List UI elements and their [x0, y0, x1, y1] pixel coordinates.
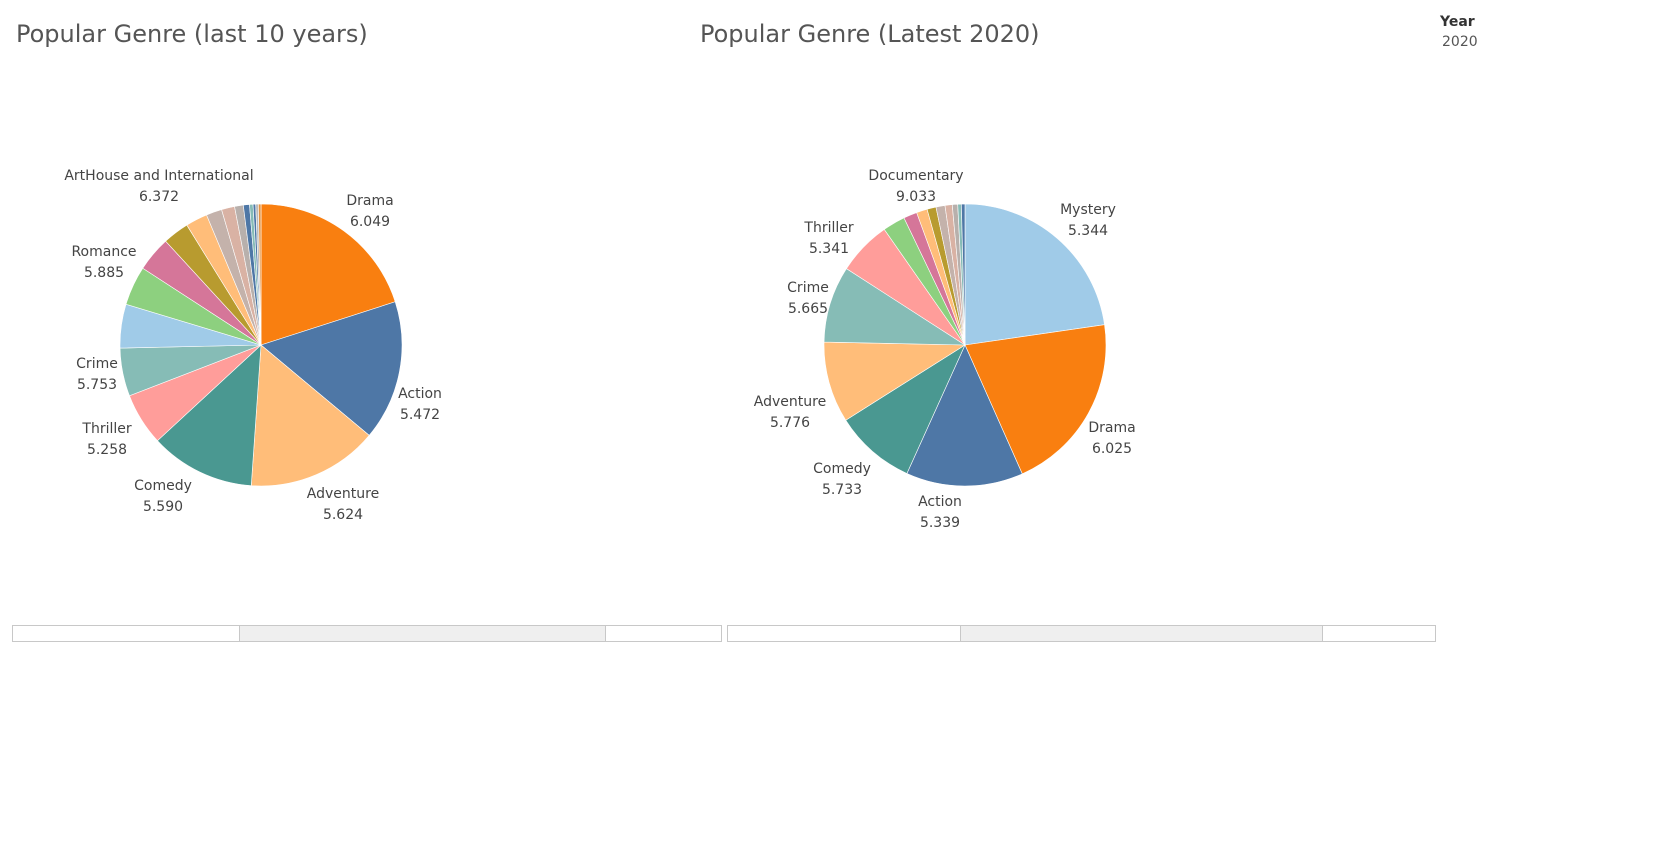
right-slice-value-3: 5.733 [822, 482, 862, 498]
left-slice-label-18: ArtHouse and International [64, 168, 253, 184]
right-slice-value-15: 9.033 [896, 189, 936, 205]
left-slice-label-1: Action [398, 386, 442, 402]
scrollbar-thumb-right[interactable] [960, 626, 1323, 641]
right-slice-label-3: Comedy [813, 461, 871, 477]
left-slice-label-3: Comedy [134, 478, 192, 494]
right-pie-slice-4[interactable] [823, 341, 967, 421]
right-slice-label-6: Thriller [803, 220, 853, 236]
right-slice-label-0: Mystery [1060, 202, 1116, 218]
right-pie-slice-2[interactable] [906, 344, 1023, 487]
scrollbar-thumb-left[interactable] [239, 626, 606, 641]
left-slice-label-5: Crime [76, 356, 118, 372]
chart-title-right: Popular Genre (Latest 2020) [700, 20, 1040, 48]
year-filter-value[interactable]: 2020 [1442, 34, 1478, 50]
year-filter[interactable]: Year 2020 [1440, 14, 1478, 50]
right-slice-label-5: Crime [787, 280, 829, 296]
left-slice-value-5: 5.753 [77, 377, 117, 393]
right-pie-slice-3[interactable] [845, 344, 966, 474]
right-slice-label-15: Documentary [868, 168, 963, 184]
pie-chart-last-10-years: Drama 6.049 Action 5.472 Adventure 5.624 Comed… [64, 168, 442, 523]
right-pie-slice-0[interactable] [964, 203, 1105, 346]
left-slice-value-4: 5.258 [87, 442, 127, 458]
left-slice-label-2: Adventure [307, 486, 379, 502]
right-slice-value-2: 5.339 [920, 515, 960, 531]
year-filter-label: Year [1440, 14, 1475, 30]
right-pie-slice-1[interactable] [964, 324, 1107, 475]
left-slice-label-8: Romance [71, 244, 136, 260]
right-slice-value-1: 6.025 [1092, 441, 1132, 457]
left-pie-slice-18[interactable] [258, 203, 262, 346]
right-slice-value-6: 5.341 [809, 241, 849, 257]
left-slice-value-3: 5.590 [143, 499, 183, 515]
scrollbar-left[interactable] [12, 625, 722, 642]
right-slice-label-2: Action [918, 494, 962, 510]
left-pie-slice-0[interactable] [260, 203, 396, 346]
left-pie-slice-1[interactable] [260, 301, 403, 436]
chart-title-left: Popular Genre (last 10 years) [16, 20, 368, 48]
right-slice-value-0: 5.344 [1068, 223, 1108, 239]
right-slice-value-5: 5.665 [788, 301, 828, 317]
right-slice-value-4: 5.776 [770, 415, 810, 431]
left-slice-value-8: 5.885 [84, 265, 124, 281]
right-slice-label-1: Drama [1088, 420, 1135, 436]
left-slice-value-0: 6.049 [350, 214, 390, 230]
left-pie-slice-3[interactable] [157, 344, 262, 486]
pie-chart-latest-2020: Mystery 5.344 Drama 6.025 Action 5.339 Comedy 5… [754, 168, 1136, 531]
left-slice-value-1: 5.472 [400, 407, 440, 423]
left-slice-label-4: Thriller [81, 421, 131, 437]
left-slice-label-0: Drama [346, 193, 393, 209]
right-slice-label-4: Adventure [754, 394, 826, 410]
left-slice-value-18: 6.372 [139, 189, 179, 205]
left-pie-slice-2[interactable] [250, 344, 370, 487]
scrollbar-right[interactable] [727, 625, 1436, 642]
left-slice-value-2: 5.624 [323, 507, 363, 523]
right-pie-slice-15[interactable] [961, 203, 966, 346]
